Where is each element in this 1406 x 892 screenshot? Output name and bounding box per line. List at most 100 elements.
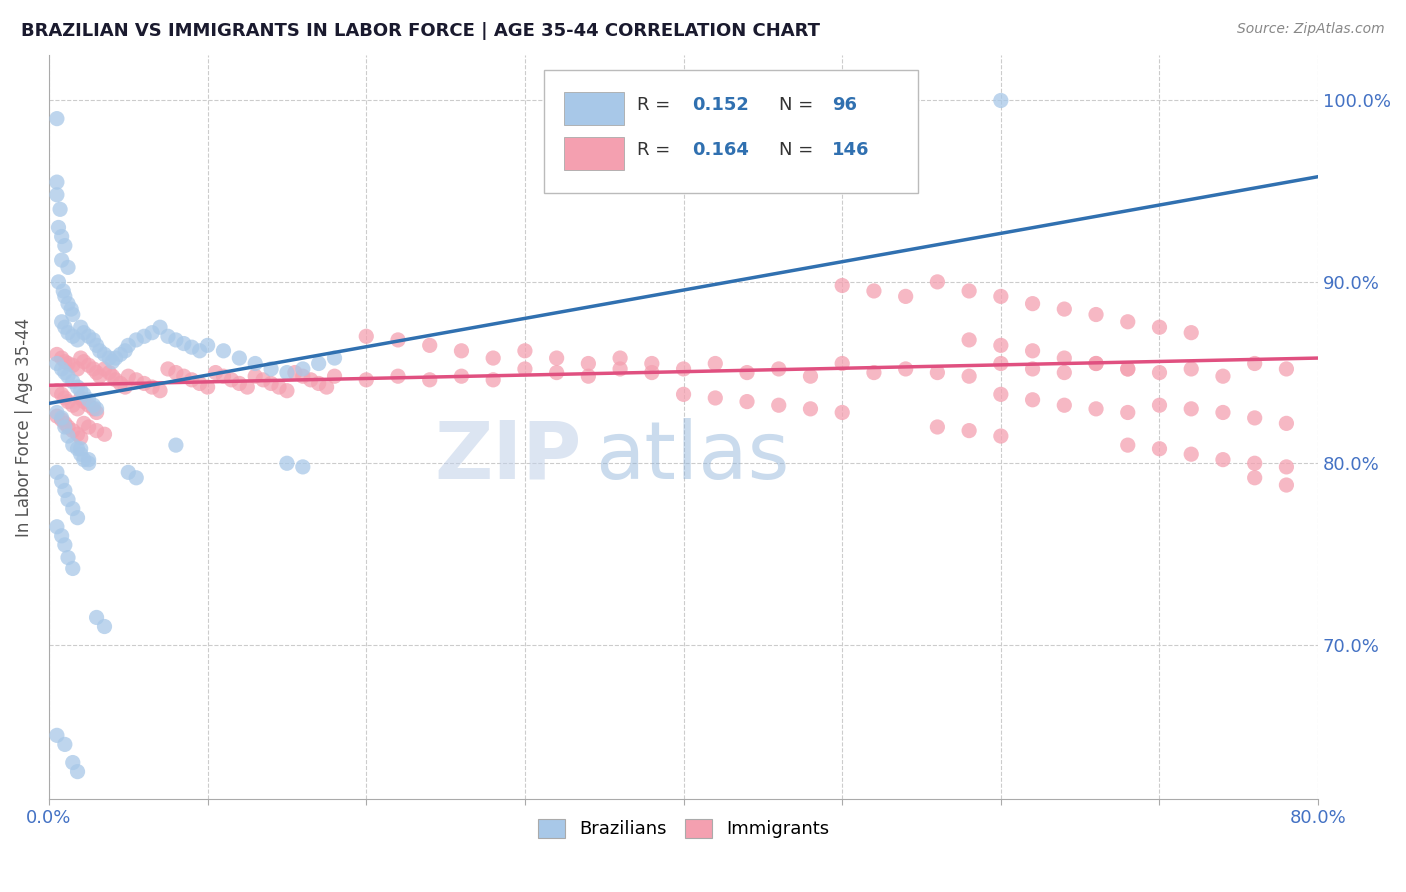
Point [284,366,307,380]
Point [546,351,568,365]
Point [93,362,115,376]
Point [1243,411,1265,425]
Text: ZIP: ZIP [434,417,582,496]
Point [51,253,73,268]
Point [180,340,202,354]
Point [1021,343,1043,358]
Point [1116,362,1139,376]
Point [134,329,156,343]
Point [419,373,441,387]
Point [315,380,337,394]
Point [86,405,108,419]
Point [45,175,67,189]
Point [1180,326,1202,340]
Point [173,369,195,384]
Legend: Brazilians, Immigrants: Brazilians, Immigrants [530,812,837,846]
Point [62,329,84,343]
Point [188,343,211,358]
Point [1243,357,1265,371]
FancyBboxPatch shape [564,93,624,125]
Point [387,333,409,347]
Text: R =: R = [637,96,676,114]
Point [101,369,124,384]
Point [69,384,91,398]
Point [1053,366,1076,380]
Point [831,405,853,419]
Point [1212,369,1234,384]
Point [863,366,886,380]
Point [53,483,76,498]
Point [291,362,314,376]
Point [1180,362,1202,376]
Point [291,369,314,384]
Point [77,456,100,470]
Point [53,420,76,434]
Point [86,338,108,352]
Point [641,366,664,380]
Point [110,347,132,361]
Point [69,351,91,365]
Point [149,384,172,398]
Point [1021,392,1043,407]
Point [45,409,67,423]
Point [51,229,73,244]
Point [53,320,76,334]
Point [51,351,73,365]
Point [308,357,330,371]
Point [53,538,76,552]
Point [51,475,73,489]
Point [66,442,89,456]
Text: 0.152: 0.152 [692,96,749,114]
Point [356,329,378,343]
Point [957,424,980,438]
Point [356,373,378,387]
Point [990,357,1012,371]
Y-axis label: In Labor Force | Age 35-44: In Labor Force | Age 35-44 [15,318,32,537]
Point [387,369,409,384]
Point [228,351,250,365]
Point [927,366,949,380]
Point [69,431,91,445]
Point [125,471,148,485]
Point [450,369,472,384]
Point [66,380,89,394]
Point [156,362,179,376]
Point [45,466,67,480]
Point [114,380,136,394]
Point [101,354,124,368]
Point [56,326,79,340]
Point [52,284,75,298]
Point [204,366,226,380]
Point [1085,357,1108,371]
Point [125,373,148,387]
Point [609,351,631,365]
Point [56,369,79,384]
Point [69,447,91,461]
Point [93,427,115,442]
Point [1149,366,1171,380]
Point [894,289,917,303]
Point [73,417,96,431]
Point [66,427,89,442]
Point [1149,398,1171,412]
Point [323,351,346,365]
Point [990,429,1012,443]
Point [104,373,127,387]
Point [245,369,267,384]
Point [110,376,132,391]
Point [86,401,108,416]
Point [93,619,115,633]
Point [1180,401,1202,416]
Point [73,326,96,340]
Point [77,359,100,373]
Point [1149,320,1171,334]
Text: 146: 146 [832,141,869,159]
Point [831,357,853,371]
Point [51,362,73,376]
Point [62,359,84,373]
Point [990,94,1012,108]
Point [98,366,121,380]
Point [188,376,211,391]
Point [77,392,100,407]
Point [894,362,917,376]
